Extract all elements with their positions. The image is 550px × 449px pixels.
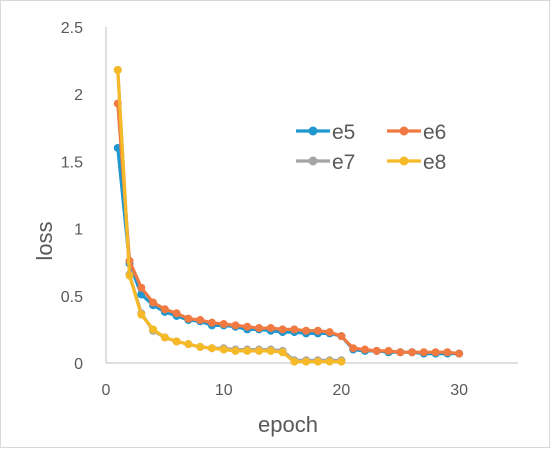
series-line-e7	[116, 68, 343, 362]
legend-item-e6: e6	[387, 121, 446, 144]
data-point-e6	[196, 315, 205, 324]
data-point-e8	[255, 346, 264, 355]
data-point-e6	[184, 314, 193, 323]
data-point-e6	[149, 298, 158, 307]
y-tick-label: 1.5	[61, 154, 83, 171]
legend-item-e8: e8	[387, 151, 446, 174]
data-point-e6	[231, 321, 240, 330]
x-tick-label: 0	[102, 382, 111, 399]
y-tick-label: 2.5	[61, 20, 83, 37]
data-point-e8	[172, 337, 181, 346]
series-line-e8	[116, 68, 343, 364]
legend-label: e5	[332, 121, 355, 144]
data-point-e8	[243, 346, 252, 355]
legend-swatch-marker	[308, 126, 318, 136]
data-point-e8	[266, 346, 275, 355]
x-tick-label: 30	[450, 382, 468, 399]
data-point-e8	[196, 342, 205, 351]
data-point-e6	[431, 348, 440, 357]
data-point-e8	[302, 357, 311, 366]
data-point-e8	[207, 344, 216, 353]
data-point-e8	[219, 345, 228, 354]
legend-swatch-marker	[308, 156, 318, 166]
x-axis-title: epoch	[258, 412, 318, 437]
data-point-e6	[290, 325, 299, 334]
data-point-e6	[337, 332, 346, 341]
series-e7	[113, 66, 346, 365]
data-point-e6	[349, 344, 358, 353]
data-point-e6	[360, 345, 369, 354]
y-tick-label: 1	[74, 222, 83, 239]
data-point-e6	[313, 326, 322, 335]
data-point-e8	[231, 346, 240, 355]
legend-item-e7: e7	[296, 151, 355, 174]
data-point-e6	[408, 348, 417, 357]
series-line-e6	[116, 101, 461, 356]
series-e5	[113, 143, 464, 358]
data-point-e6	[396, 348, 405, 357]
data-point-e6	[172, 309, 181, 318]
data-point-e6	[372, 346, 381, 355]
series-e6	[113, 99, 464, 358]
data-point-e6	[278, 325, 287, 334]
data-point-e6	[419, 348, 428, 357]
data-point-e6	[137, 283, 146, 292]
data-point-e6	[219, 320, 228, 329]
data-point-e8	[313, 357, 322, 366]
legend-label: e8	[423, 151, 446, 174]
legend-label: e6	[423, 121, 446, 144]
axes: 0 0.5 1 1.5 2 2.5 0 10 20 30	[61, 20, 518, 399]
data-point-e8	[184, 340, 193, 349]
data-point-e6	[302, 326, 311, 335]
data-point-e8	[125, 271, 134, 280]
data-point-e6	[243, 322, 252, 331]
series-e8	[113, 66, 346, 366]
data-point-e6	[384, 346, 393, 355]
data-point-e8	[337, 357, 346, 366]
data-point-e6	[255, 324, 264, 333]
x-tick-label: 10	[215, 382, 233, 399]
y-tick-label: 0.5	[61, 289, 83, 306]
legend-swatch-marker	[399, 126, 409, 136]
legend-item-e5: e5	[296, 121, 355, 144]
legend-swatch-marker	[399, 156, 409, 166]
data-point-e8	[137, 310, 146, 319]
y-tick-label: 0	[74, 356, 83, 373]
series-group	[113, 66, 464, 366]
data-point-e8	[290, 357, 299, 366]
data-point-e6	[266, 324, 275, 333]
data-point-e8	[149, 325, 158, 334]
data-point-e8	[113, 66, 122, 75]
data-point-e8	[278, 348, 287, 357]
data-point-e6	[207, 318, 216, 327]
data-point-e8	[160, 333, 169, 342]
data-point-e8	[325, 357, 334, 366]
y-tick-label: 2	[74, 87, 83, 104]
series-line-e5	[116, 146, 461, 356]
data-point-e6	[160, 305, 169, 314]
y-axis-title: loss	[32, 221, 57, 260]
x-tick-label: 20	[333, 382, 351, 399]
data-point-e6	[325, 328, 334, 337]
legend: e5 e6 e7 e8	[296, 121, 446, 174]
legend-label: e7	[332, 151, 355, 174]
data-point-e6	[443, 348, 452, 357]
data-point-e6	[455, 349, 464, 358]
